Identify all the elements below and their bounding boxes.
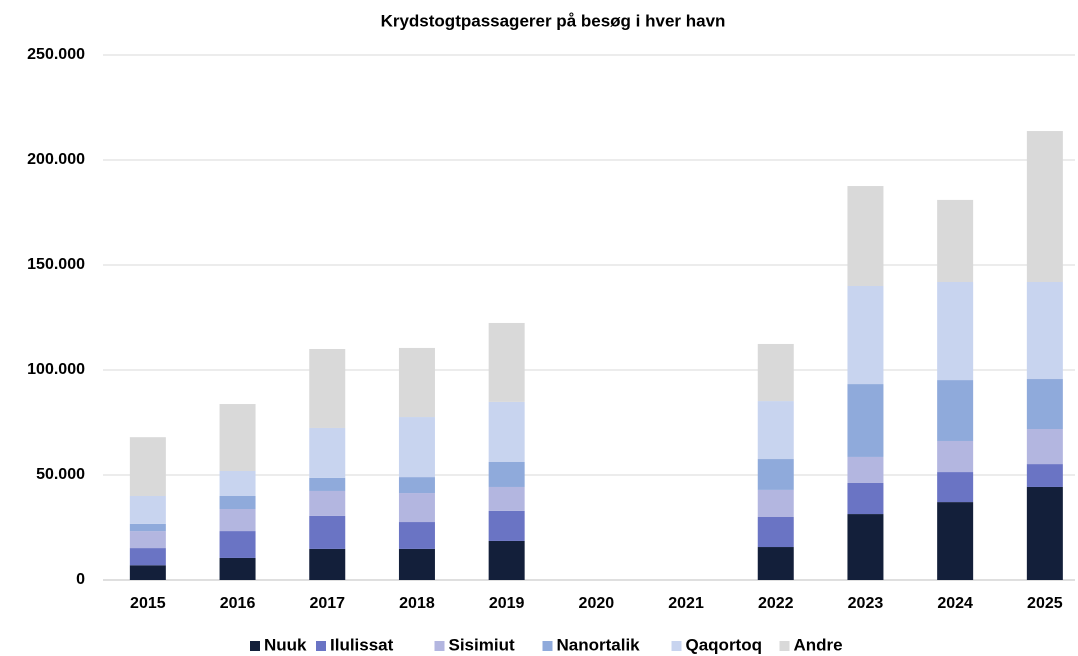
bar-segment xyxy=(219,471,256,496)
legend-label: Sisimiut xyxy=(449,635,515,654)
bar-segment xyxy=(757,459,794,490)
y-tick-label: 250.000 xyxy=(27,46,85,63)
bar-segment xyxy=(309,515,346,549)
legend-label: Nuuk xyxy=(264,635,307,654)
x-tick-label: 2022 xyxy=(758,595,794,612)
legend-swatch xyxy=(316,641,326,651)
bar-segment xyxy=(309,548,346,580)
legend-label: Qaqortoq xyxy=(686,635,763,654)
bar-segment xyxy=(219,557,256,580)
x-tick-label: 2017 xyxy=(309,595,345,612)
bar-segment xyxy=(1026,429,1063,465)
x-tick-label: 2015 xyxy=(130,595,166,612)
y-tick-label: 150.000 xyxy=(27,256,85,273)
x-tick-label: 2020 xyxy=(579,595,615,612)
bar-segment xyxy=(219,496,256,510)
bar-segment xyxy=(757,517,794,548)
bar-segment xyxy=(847,514,884,580)
bar-segment xyxy=(847,286,884,385)
bar-segment xyxy=(757,401,794,460)
bar-segment xyxy=(309,477,346,491)
x-tick-label: 2019 xyxy=(489,595,525,612)
bar-segment xyxy=(219,404,256,472)
bar-segment xyxy=(847,456,884,483)
bar-segment xyxy=(309,490,346,516)
y-tick-label: 200.000 xyxy=(27,151,85,168)
legend-swatch xyxy=(434,641,445,651)
bar-segment xyxy=(937,440,974,473)
x-tick-label: 2016 xyxy=(220,595,256,612)
legend-swatch xyxy=(671,641,682,651)
bar-segment xyxy=(398,417,435,478)
bar-segment xyxy=(129,437,166,496)
bar-segment xyxy=(309,427,346,478)
bar-segment xyxy=(937,199,974,283)
x-tick-label: 2018 xyxy=(399,595,435,612)
bar-segment xyxy=(398,347,435,418)
bar-segment xyxy=(937,380,974,441)
bar-segment xyxy=(219,531,256,558)
bar-segment xyxy=(129,548,166,566)
bar-segment xyxy=(309,349,346,428)
legend-swatch xyxy=(542,641,553,651)
bar-segment xyxy=(488,401,525,462)
legend-swatch xyxy=(779,641,790,651)
bar-segment xyxy=(757,489,794,517)
bar-segment xyxy=(488,540,525,580)
bar-segment xyxy=(488,486,525,511)
bar-segment xyxy=(847,186,884,286)
legend-label: Ilulissat xyxy=(330,635,394,654)
bar-segment xyxy=(398,477,435,494)
bar-segment xyxy=(937,282,974,381)
legend-label: Nanortalik xyxy=(557,635,641,654)
bar-segment xyxy=(129,531,166,549)
bar-segment xyxy=(129,496,166,524)
bar-segment xyxy=(488,510,525,541)
bar-segment xyxy=(398,493,435,523)
chart-title: Krydstogtpassagerer på besøg i hver havn xyxy=(381,11,726,30)
bar-segment xyxy=(1026,282,1063,380)
y-tick-label: 100.000 xyxy=(27,361,85,378)
bar-segment xyxy=(1026,464,1063,487)
y-tick-label: 0 xyxy=(76,571,85,588)
x-tick-label: 2023 xyxy=(848,595,884,612)
bar-segment xyxy=(937,502,974,580)
legend-swatch xyxy=(250,641,260,651)
bar-segment xyxy=(757,343,794,402)
y-tick-label: 50.000 xyxy=(36,466,85,483)
bar-segment xyxy=(129,523,166,532)
bar-segment xyxy=(219,509,256,532)
bar-segment xyxy=(129,565,166,580)
bar-segment xyxy=(847,482,884,515)
legend-label: Andre xyxy=(794,635,843,654)
x-tick-label: 2021 xyxy=(668,595,704,612)
bar-segment xyxy=(1026,486,1063,580)
x-tick-label: 2024 xyxy=(937,595,973,612)
bar-segment xyxy=(398,548,435,580)
x-tick-label: 2025 xyxy=(1027,595,1063,612)
bar-segment xyxy=(757,547,794,580)
bar-segment xyxy=(847,384,884,457)
bar-segment xyxy=(937,472,974,503)
bar-segment xyxy=(488,461,525,487)
bar-segment xyxy=(1026,131,1063,283)
bar-segment xyxy=(1026,379,1063,430)
bar-segment xyxy=(488,322,525,402)
bar-segment xyxy=(398,522,435,549)
